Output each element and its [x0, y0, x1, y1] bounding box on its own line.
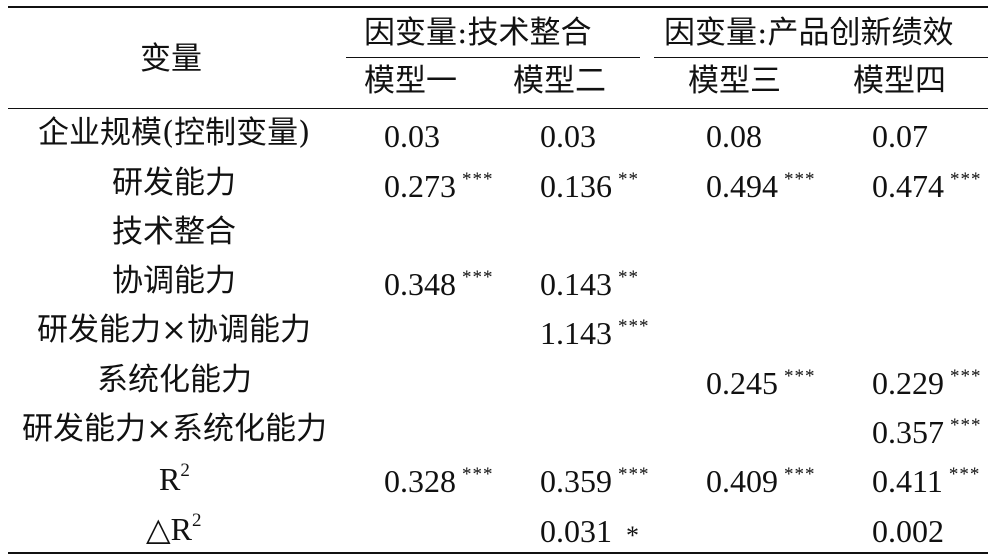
table-cell: 0.328 ***	[384, 463, 494, 499]
row-label: △R2	[146, 510, 202, 547]
group1-title: 因变量:技术整合	[364, 15, 592, 51]
table-cell: 0.08	[706, 118, 762, 154]
header-rule	[8, 108, 988, 109]
row-label: 技术整合	[112, 214, 236, 250]
table-cell: 0.273 ***	[384, 168, 494, 204]
significance-marker: ***	[462, 267, 494, 288]
table-cell: 1.143 ***	[540, 315, 650, 351]
group1-underline	[346, 57, 640, 58]
model-2-header: 模型二	[513, 63, 606, 99]
table-cell: 0.03	[384, 118, 440, 154]
row-label: 研发能力	[112, 165, 236, 201]
row-label: 企业规模(控制变量)	[38, 115, 311, 151]
table-cell: 0.411 ***	[872, 463, 981, 499]
model-3-header: 模型三	[688, 63, 781, 99]
significance-marker: ***	[618, 316, 650, 337]
significance-marker: ***	[462, 169, 494, 190]
table-cell: 0.002	[872, 513, 944, 549]
row-label: 系统化能力	[97, 362, 252, 398]
significance-marker: ***	[784, 366, 816, 387]
significance-marker: ***	[950, 169, 982, 190]
significance-marker: **	[618, 169, 639, 190]
table-cell: 0.07	[872, 118, 928, 154]
table-cell: 0.143 **	[540, 266, 639, 302]
bottom-rule	[8, 552, 988, 554]
table-cell: 0.03	[540, 118, 596, 154]
significance-marker: ***	[784, 169, 816, 190]
significance-marker: **	[618, 267, 639, 288]
significance-marker: ***	[950, 415, 982, 436]
model-1-header: 模型一	[364, 63, 457, 99]
row-label: 协调能力	[112, 263, 236, 299]
table-cell: 0.494 ***	[706, 168, 816, 204]
group2-underline	[654, 57, 988, 58]
group2-title: 因变量:产品创新绩效	[664, 15, 954, 51]
significance-marker: *	[626, 521, 640, 550]
significance-marker: ***	[784, 464, 816, 485]
row-label: 研发能力×协调能力	[37, 312, 311, 348]
row-label: 研发能力×系统化能力	[22, 411, 327, 447]
table-cell: 0.409 ***	[706, 463, 816, 499]
row-label: R2	[159, 460, 190, 497]
table-cell: 0.357 ***	[872, 414, 982, 450]
significance-marker: ***	[462, 464, 494, 485]
table-cell: 0.474 ***	[872, 168, 982, 204]
significance-marker: ***	[618, 464, 650, 485]
model-4-header: 模型四	[853, 63, 946, 99]
table-cell: 0.359 ***	[540, 463, 650, 499]
table-cell: 0.348 ***	[384, 266, 494, 302]
significance-marker: ***	[950, 366, 982, 387]
significance-marker: ***	[948, 464, 981, 485]
table-cell: 0.229 ***	[872, 365, 982, 401]
table-cell: 0.136 **	[540, 168, 639, 204]
variable-header: 变量	[140, 41, 202, 77]
table-cell: 0.031 *	[540, 513, 640, 550]
table-cell: 0.245 ***	[706, 365, 816, 401]
top-rule	[8, 6, 988, 8]
